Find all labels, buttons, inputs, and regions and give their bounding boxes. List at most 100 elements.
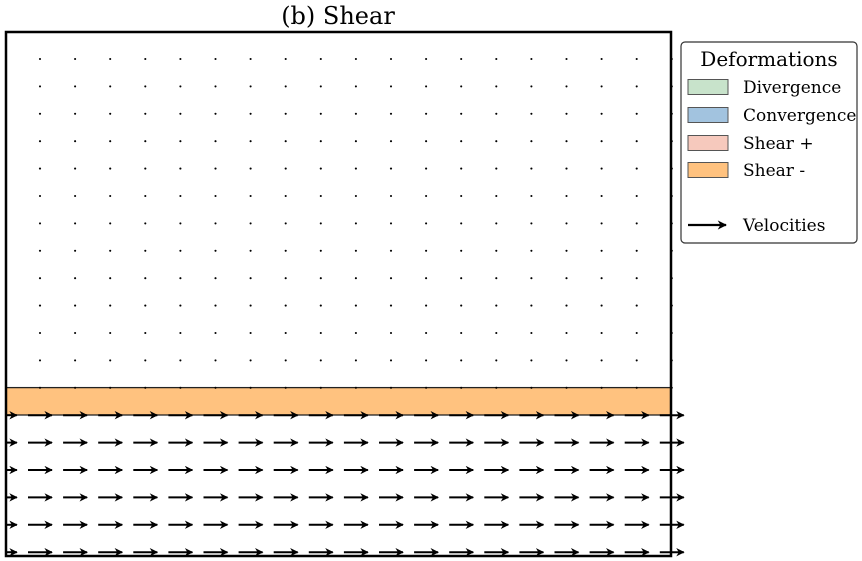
- legend: Deformations Divergence Convergence Shear …: [680, 41, 858, 244]
- legend-title: Deformations: [700, 47, 837, 71]
- velocity-point: [460, 194, 463, 198]
- velocity-point: [530, 222, 533, 225]
- velocity-point: [38, 331, 42, 335]
- velocity-point: [425, 304, 428, 307]
- velocity-point: [530, 331, 533, 335]
- velocity-point: [179, 57, 182, 61]
- velocity-point: [38, 304, 42, 307]
- velocity-point: [249, 304, 252, 307]
- velocity-point: [284, 222, 287, 225]
- velocity-point: [319, 85, 322, 88]
- velocity-point: [284, 140, 287, 143]
- velocity-point: [214, 304, 217, 307]
- velocity-point: [109, 331, 112, 335]
- velocity-point: [565, 112, 568, 115]
- velocity-point: [319, 194, 322, 198]
- legend-label-shear: Shear -: [743, 161, 805, 181]
- velocity-point: [284, 277, 287, 280]
- velocity-point: [389, 85, 393, 88]
- velocity-point: [425, 386, 428, 389]
- velocity-point: [530, 194, 533, 198]
- velocity-point: [460, 331, 463, 335]
- plot-area: [5, 57, 685, 557]
- velocity-point: [460, 167, 463, 170]
- velocity-point: [495, 222, 498, 225]
- velocity-point: [179, 277, 182, 280]
- velocity-point: [319, 222, 322, 225]
- velocity-point: [495, 277, 498, 280]
- velocity-point: [284, 331, 287, 335]
- velocity-point: [354, 249, 357, 252]
- velocity-point: [179, 222, 182, 225]
- velocity-point: [284, 249, 287, 252]
- velocity-point: [249, 277, 252, 280]
- velocity-point: [495, 359, 498, 362]
- velocity-point: [249, 85, 252, 88]
- velocity-point: [565, 304, 568, 307]
- velocity-point: [425, 359, 428, 362]
- velocity-point: [249, 331, 252, 335]
- velocity-point: [425, 222, 428, 225]
- velocity-point: [354, 386, 357, 389]
- velocity-point: [38, 112, 42, 115]
- velocity-point: [425, 194, 428, 198]
- velocity-point: [460, 249, 463, 252]
- legend-swatch-convergence: [687, 107, 729, 123]
- velocity-point: [635, 140, 638, 143]
- velocity-point: [530, 386, 533, 389]
- velocity-point: [249, 386, 252, 389]
- velocity-point: [109, 386, 112, 389]
- velocity-point: [565, 140, 568, 143]
- velocity-point: [74, 386, 77, 389]
- velocity-point: [635, 112, 638, 115]
- velocity-point: [425, 85, 428, 88]
- velocity-point: [179, 359, 182, 362]
- velocity-point: [179, 112, 182, 115]
- velocity-point: [179, 304, 182, 307]
- velocity-point: [389, 140, 393, 143]
- velocity-point: [144, 249, 147, 252]
- velocity-point: [74, 277, 77, 280]
- velocity-point: [144, 222, 147, 225]
- velocity-point: [214, 277, 217, 280]
- velocity-point: [319, 304, 322, 307]
- velocity-point: [495, 386, 498, 389]
- legend-label-shear: Shear +: [743, 134, 814, 154]
- velocity-point: [460, 140, 463, 143]
- velocity-point: [284, 167, 287, 170]
- velocity-point: [354, 277, 357, 280]
- velocity-point: [109, 304, 112, 307]
- velocity-point: [600, 194, 603, 198]
- velocity-point: [565, 85, 568, 88]
- velocity-point: [74, 359, 77, 362]
- velocity-point: [109, 112, 112, 115]
- velocity-point: [109, 249, 112, 252]
- velocity-point: [600, 112, 603, 115]
- velocity-point: [354, 194, 357, 198]
- velocity-point: [214, 85, 217, 88]
- velocity-point: [38, 57, 42, 61]
- velocity-point: [284, 386, 287, 389]
- velocity-point: [214, 112, 217, 115]
- velocity-point: [460, 57, 463, 61]
- velocity-point: [530, 112, 533, 115]
- velocity-point: [600, 140, 603, 143]
- velocity-point: [460, 386, 463, 389]
- velocity-point: [284, 304, 287, 307]
- velocity-point: [249, 194, 252, 198]
- velocity-point: [495, 194, 498, 198]
- velocity-point: [635, 359, 638, 362]
- velocity-point: [179, 194, 182, 198]
- velocity-point: [565, 194, 568, 198]
- velocity-point: [74, 304, 77, 307]
- velocity-point: [460, 85, 463, 88]
- velocity-point: [38, 249, 42, 252]
- velocity-point: [600, 277, 603, 280]
- velocity-point: [249, 222, 252, 225]
- legend-swatch-divergence: [687, 79, 729, 95]
- velocity-point: [565, 386, 568, 389]
- velocity-point: [460, 304, 463, 307]
- velocity-point: [425, 249, 428, 252]
- velocity-point: [460, 277, 463, 280]
- velocity-point: [214, 386, 217, 389]
